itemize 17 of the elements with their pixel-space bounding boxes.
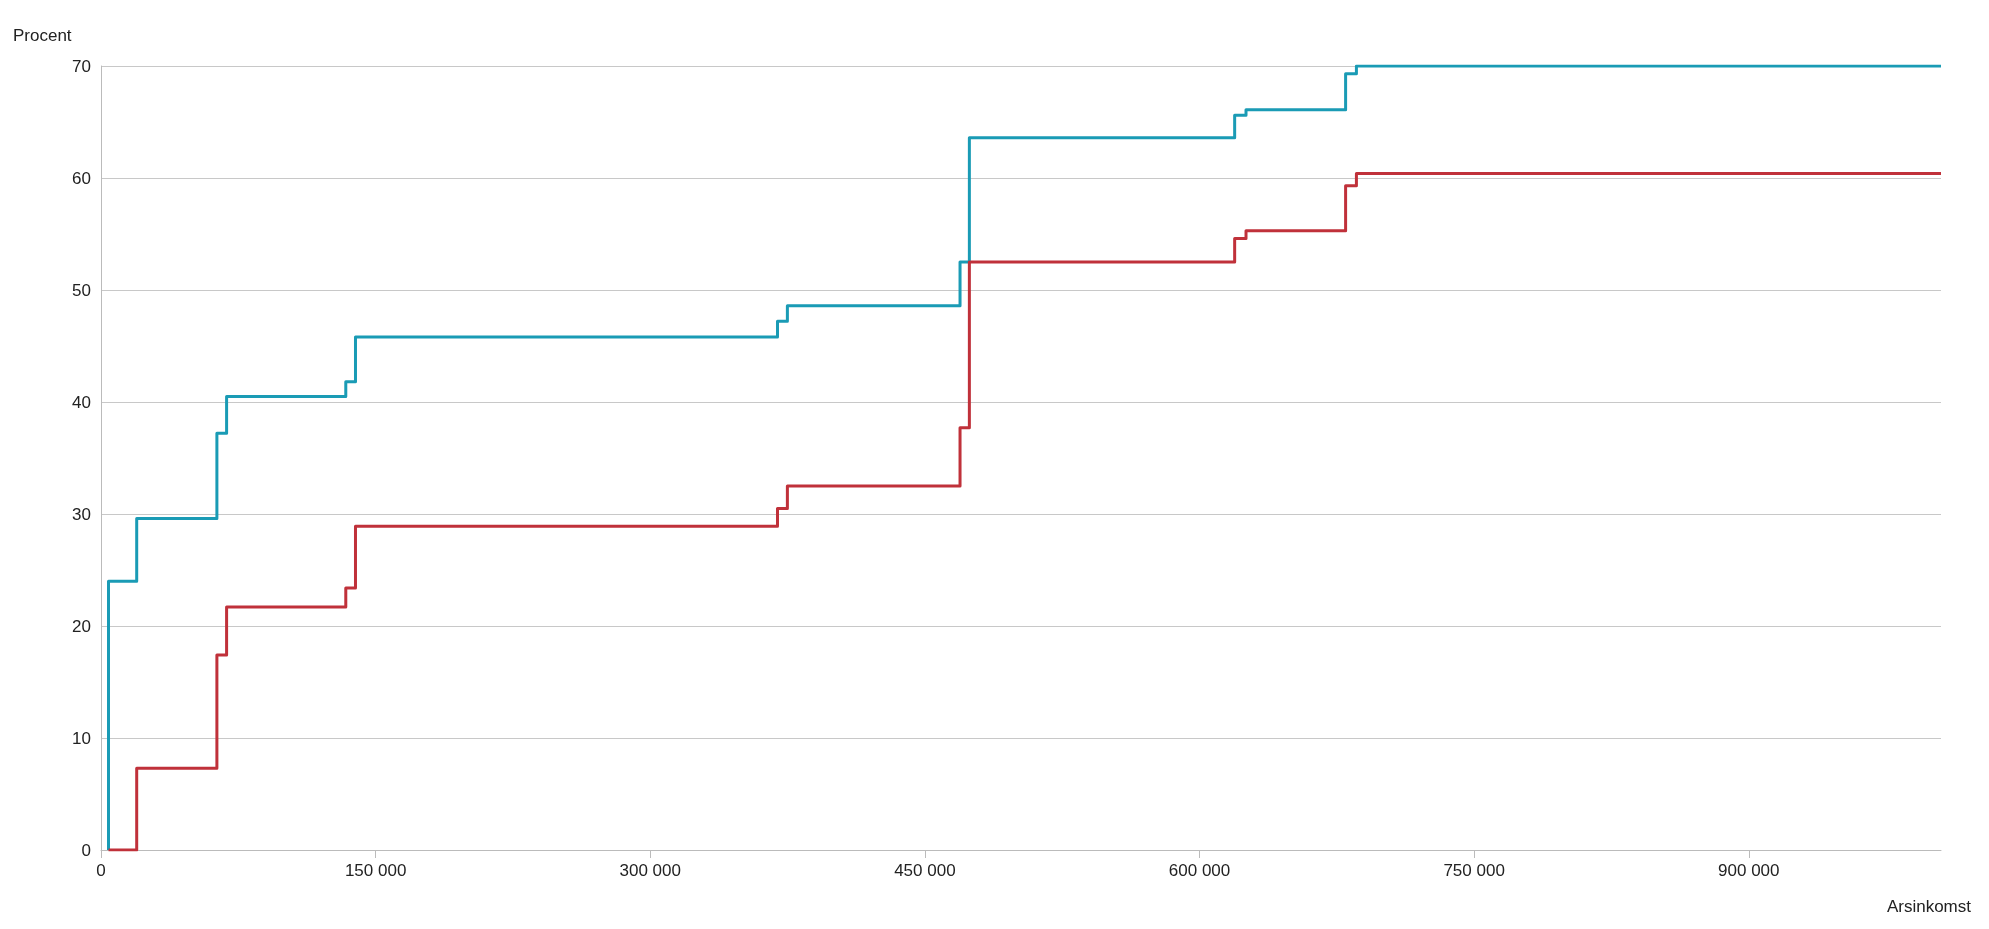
y-tick-label: 20 bbox=[72, 616, 91, 636]
y-tick-label: 70 bbox=[72, 56, 91, 76]
y-tick-label: 40 bbox=[72, 392, 91, 412]
y-tick-label: 50 bbox=[72, 280, 91, 300]
y-axis-title: Procent bbox=[13, 26, 72, 45]
y-tick-label: 10 bbox=[72, 728, 91, 748]
y-tick-label: 30 bbox=[72, 504, 91, 524]
x-tick-label: 750 000 bbox=[1443, 861, 1505, 880]
y-tick-label: 0 bbox=[81, 840, 91, 860]
x-tick-label: 900 000 bbox=[1718, 861, 1780, 880]
x-tick-label: 450 000 bbox=[894, 861, 956, 880]
x-tick-label: 150 000 bbox=[344, 861, 407, 880]
y-tick-label: 60 bbox=[72, 168, 91, 188]
x-tick-label: 0 bbox=[96, 861, 106, 880]
x-axis-title: Arsinkomst bbox=[1886, 897, 1972, 916]
x-tick-label: 300 000 bbox=[619, 861, 681, 880]
x-tick-label: 600 000 bbox=[1168, 861, 1231, 880]
